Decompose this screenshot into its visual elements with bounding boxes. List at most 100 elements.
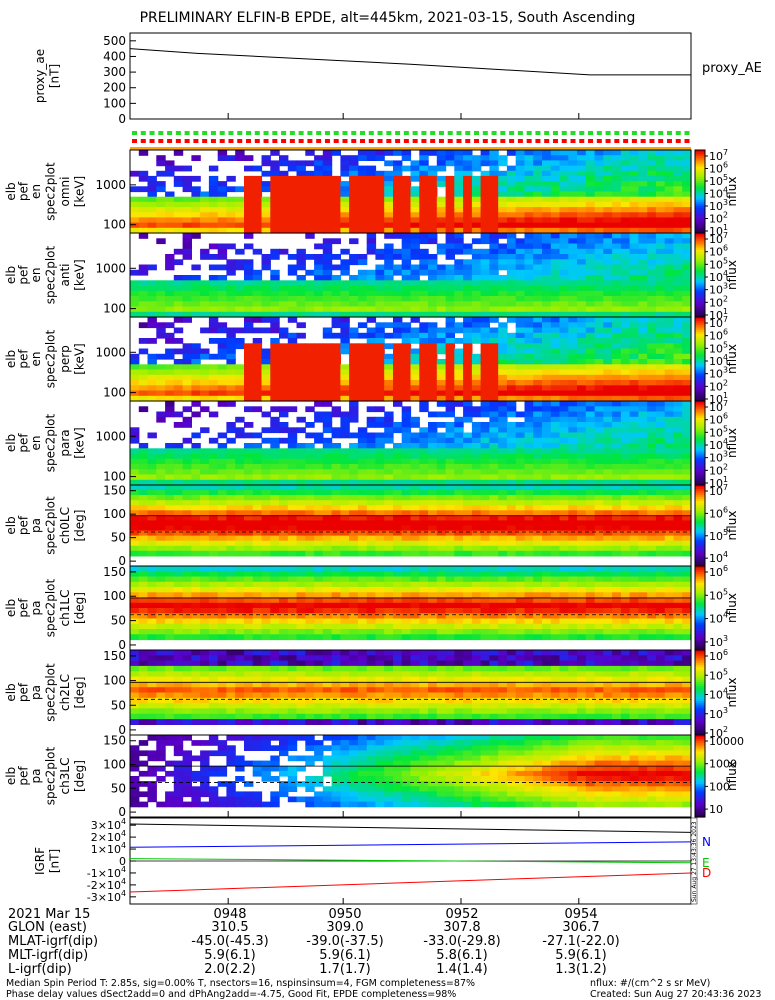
heatmap-cell <box>454 374 464 381</box>
heatmap-cell <box>533 432 543 439</box>
heatmap-cell <box>603 207 613 213</box>
heatmap-cell <box>287 515 298 522</box>
heatmap-cell <box>673 217 683 224</box>
heatmap-cell <box>664 233 675 239</box>
heatmap-cell <box>130 207 140 213</box>
heatmap-cell <box>550 170 561 177</box>
heatmap-cell <box>568 264 578 271</box>
quality-flag <box>175 131 181 135</box>
heatmap-cell <box>480 535 490 542</box>
heatmap-cell <box>498 369 508 376</box>
heatmap-cell <box>489 427 499 434</box>
heatmap-cell <box>226 395 236 402</box>
heatmap-cell <box>603 306 613 313</box>
heatmap-cell <box>559 322 569 329</box>
heatmap-cell <box>305 170 315 177</box>
heatmap-cell <box>173 390 184 397</box>
heatmap-cell <box>577 525 587 532</box>
heatmap-cell <box>655 181 666 187</box>
heatmap-cell <box>612 353 622 360</box>
heatmap-cell <box>647 364 657 371</box>
heatmap-cell <box>594 406 604 413</box>
heatmap-cell <box>410 525 420 532</box>
heatmap-cell <box>559 510 569 516</box>
heatmap-cell <box>498 395 508 402</box>
heatmap-cell <box>480 264 490 271</box>
heatmap-cell <box>314 520 324 527</box>
heatmap-cell <box>436 443 447 449</box>
colorbar-segment <box>695 375 705 379</box>
heatmap-cell <box>603 550 613 557</box>
heatmap-cell <box>682 150 692 156</box>
heatmap-cell <box>147 191 157 198</box>
heatmap-cell <box>191 576 201 583</box>
heatmap-cell <box>349 343 359 350</box>
heatmap-cell <box>393 359 403 365</box>
heatmap-cell <box>226 227 236 234</box>
heatmap-cell <box>331 390 341 397</box>
heatmap-cell <box>682 155 692 161</box>
heatmap-cell <box>393 485 403 491</box>
heatmap-cell <box>384 458 394 465</box>
heatmap-cell <box>480 474 490 481</box>
colorbar-segment <box>695 260 705 263</box>
heatmap-cell <box>682 296 692 302</box>
heatmap-cell <box>165 311 175 318</box>
heatmap-cell <box>226 495 236 501</box>
heatmap-cell <box>182 238 192 245</box>
heatmap-cell <box>296 254 306 260</box>
heatmap-cell <box>673 453 683 460</box>
heatmap-cell <box>261 525 271 532</box>
heatmap-cell <box>524 505 534 511</box>
heatmap-cell <box>375 406 385 413</box>
heatmap-cell <box>664 448 675 455</box>
heatmap-cell <box>349 175 359 182</box>
heatmap-cell <box>577 150 587 156</box>
heatmap-cell <box>638 170 648 177</box>
heatmap-cell <box>655 485 666 491</box>
heatmap-cell <box>550 165 561 172</box>
colorbar-tick-label: 104 <box>709 550 728 565</box>
heatmap-cell <box>603 280 613 287</box>
heatmap-cell <box>603 243 613 250</box>
heatmap-cell <box>322 212 333 219</box>
heatmap-cell <box>279 505 289 511</box>
heatmap-cell <box>664 453 675 460</box>
heatmap-cell <box>366 416 377 423</box>
heatmap-cell <box>568 443 578 449</box>
heatmap-cell <box>568 327 578 334</box>
heatmap-cell <box>542 505 552 511</box>
colorbar-segment <box>695 243 705 247</box>
heatmap-cell <box>296 458 306 465</box>
heatmap-cell <box>629 238 639 245</box>
heatmap-cell <box>419 348 429 355</box>
heatmap-cell <box>322 369 333 376</box>
heatmap-cell <box>226 422 236 428</box>
heatmap-cell <box>357 490 368 496</box>
heatmap-cell <box>384 395 394 402</box>
quality-flag <box>219 131 225 135</box>
heatmap-cell <box>331 505 341 511</box>
heatmap-cell <box>305 359 315 365</box>
heatmap-cell <box>594 207 604 213</box>
heatmap-cell <box>331 222 341 229</box>
heatmap-cell <box>594 150 604 156</box>
heatmap-cell <box>191 464 201 470</box>
heatmap-cell <box>366 432 377 439</box>
heatmap-cell <box>463 390 473 397</box>
heatmap-cell <box>533 165 543 172</box>
heatmap-cell <box>208 191 219 198</box>
heatmap-cell <box>173 602 184 609</box>
heatmap-cell <box>217 479 228 486</box>
heatmap-cell <box>410 490 420 496</box>
quality-flag <box>403 131 409 135</box>
heatmap-cell <box>515 186 526 193</box>
heatmap-cell <box>270 443 280 449</box>
heatmap-cell <box>445 374 455 381</box>
heatmap-cell <box>138 469 149 476</box>
heatmap-cell <box>349 385 359 392</box>
heatmap-cell <box>664 175 675 182</box>
heatmap-cell <box>533 505 543 511</box>
heatmap-cell <box>471 490 482 496</box>
heatmap-cell <box>208 186 219 193</box>
